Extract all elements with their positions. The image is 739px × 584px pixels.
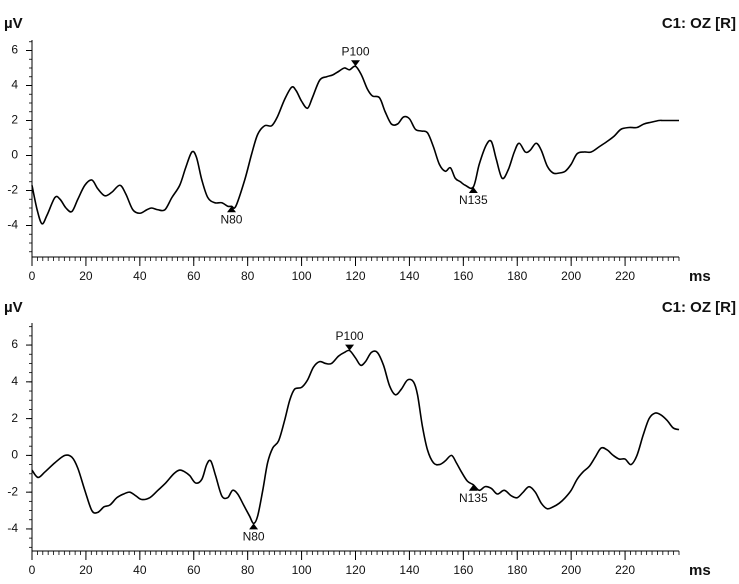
peak-marker xyxy=(351,60,360,67)
x-tick-label: 0 xyxy=(29,563,36,577)
waveform xyxy=(31,349,680,525)
chart-title: C1: OZ [R] xyxy=(662,15,736,32)
x-tick-label: 200 xyxy=(561,269,581,283)
x-tick-label: 160 xyxy=(453,269,473,283)
waveform xyxy=(31,65,679,225)
x-tick-label: 220 xyxy=(615,269,635,283)
x-axis-label: ms xyxy=(689,562,711,579)
peak-marker xyxy=(468,187,478,193)
y-tick-label: 0 xyxy=(11,448,18,462)
x-tick-label: 140 xyxy=(399,563,419,577)
peak-label: P100 xyxy=(336,329,364,343)
peak-label: N135 xyxy=(459,491,488,505)
x-tick-label: 120 xyxy=(345,269,365,283)
y-tick-label: 0 xyxy=(11,148,18,162)
x-tick-label: 0 xyxy=(29,269,36,283)
y-axis-label: µV xyxy=(4,299,23,316)
peak-marker xyxy=(249,523,259,530)
x-tick-label: 20 xyxy=(79,269,93,283)
x-tick-label: 100 xyxy=(292,563,312,577)
x-tick-label: 40 xyxy=(133,563,147,577)
y-tick-label: 4 xyxy=(11,374,18,388)
y-tick-label: 6 xyxy=(11,337,18,351)
y-tick-label: -2 xyxy=(7,183,18,197)
x-tick-label: 180 xyxy=(507,269,527,283)
x-tick-label: 200 xyxy=(561,563,581,577)
x-tick-label: 220 xyxy=(615,563,635,577)
peak-marker xyxy=(468,484,478,491)
y-tick-label: -2 xyxy=(7,484,18,498)
x-axis-label: ms xyxy=(689,268,711,285)
peak-label: P100 xyxy=(341,44,369,58)
y-tick-label: 4 xyxy=(11,78,18,92)
x-tick-label: 140 xyxy=(399,269,419,283)
x-tick-label: 40 xyxy=(133,269,147,283)
y-tick-label: -4 xyxy=(7,521,18,535)
y-tick-label: -4 xyxy=(7,218,18,232)
x-tick-label: 100 xyxy=(292,269,312,283)
peak-label: N80 xyxy=(220,212,242,226)
y-tick-label: 6 xyxy=(11,43,18,57)
peak-label: N135 xyxy=(459,193,488,207)
peak-marker xyxy=(345,344,355,351)
x-tick-label: 160 xyxy=(453,563,473,577)
y-tick-label: 2 xyxy=(11,113,18,127)
x-tick-label: 80 xyxy=(241,269,255,283)
x-tick-label: 80 xyxy=(241,563,255,577)
x-tick-label: 60 xyxy=(187,269,201,283)
chart-title: C1: OZ [R] xyxy=(662,299,736,316)
x-tick-label: 20 xyxy=(79,563,93,577)
y-tick-label: 2 xyxy=(11,411,18,425)
x-tick-label: 120 xyxy=(345,563,365,577)
peak-marker xyxy=(226,206,236,213)
peak-label: N80 xyxy=(243,530,265,544)
x-tick-label: 60 xyxy=(187,563,201,577)
y-axis-label: µV xyxy=(4,15,23,32)
x-tick-label: 180 xyxy=(507,563,527,577)
